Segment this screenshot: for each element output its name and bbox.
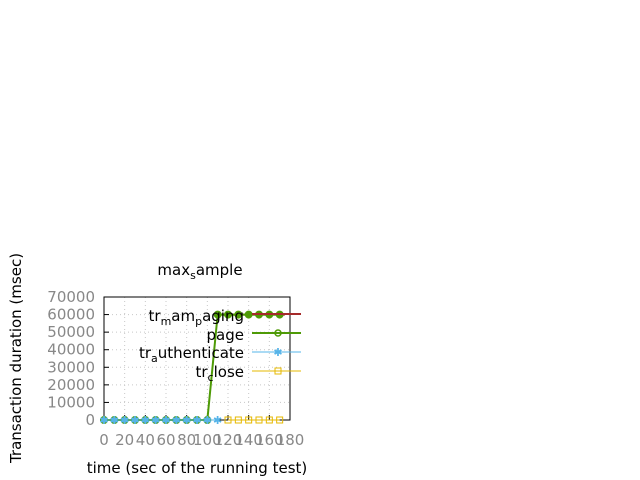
data-point: ✱: [182, 414, 191, 427]
svg-text:Transaction duration (msec): Transaction duration (msec): [7, 253, 25, 464]
legend-label-tr-mam-paging: trmampaging: [149, 307, 245, 328]
data-point: [234, 416, 242, 424]
x-tick-label: 60: [156, 431, 175, 449]
legend-marker-tr-authenticate: ✱: [273, 346, 282, 359]
series-line: [104, 313, 280, 421]
y-tick-label: 10000: [47, 393, 95, 411]
legend-label-tr-close: trclose: [195, 363, 244, 384]
chart-title: maxsample: [157, 261, 242, 282]
x-axis-label: time (sec of the running test): [87, 459, 308, 477]
x-tick-label: 140: [234, 431, 263, 449]
x-tick-label: 20: [115, 431, 134, 449]
y-tick-label: 0: [85, 411, 95, 429]
data-point: ✱: [99, 414, 108, 427]
data-point: [255, 416, 263, 424]
x-tick-label: 120: [214, 431, 243, 449]
data-point: ✱: [172, 414, 181, 427]
data-point: [276, 416, 284, 424]
x-tick-label: 100: [193, 431, 222, 449]
data-point: [213, 310, 222, 319]
y-tick-label: 40000: [47, 341, 95, 359]
y-tick-label: 60000: [47, 306, 95, 324]
series-layer: ✱ ✱ ✱ ✱ ✱ ✱ ✱ ✱ ✱ ✱ ✱ ✱: [99, 310, 285, 427]
y-tick-label: 50000: [47, 323, 95, 341]
x-tick-label: 160: [255, 431, 284, 449]
data-point: [244, 310, 253, 319]
data-point: ✱: [120, 414, 129, 427]
series-tr-authenticate: ✱ ✱ ✱ ✱ ✱ ✱ ✱ ✱ ✱ ✱ ✱ ✱: [99, 414, 222, 427]
y-tick-label: 70000: [47, 288, 95, 306]
data-point: ✱: [110, 414, 119, 427]
y-tick-label: 30000: [47, 358, 95, 376]
y-tick-label: 20000: [47, 376, 95, 394]
data-point: ✱: [192, 414, 201, 427]
data-point: ✱: [141, 414, 150, 427]
x-tick-label: 0: [99, 431, 109, 449]
data-point: ✱: [161, 414, 170, 427]
x-tick-label: 80: [177, 431, 196, 449]
x-tick-label: 40: [136, 431, 155, 449]
legend-label-page: page: [207, 326, 244, 344]
data-point: ✱: [151, 414, 160, 427]
series-page: [100, 310, 284, 424]
y-axis-label: Transaction duration (msec): [7, 253, 25, 464]
data-point: ✱: [203, 414, 212, 427]
legend-label-tr-authenticate: trauthenticate: [139, 344, 244, 365]
data-point: [224, 310, 232, 319]
legend-marker-tr-close: [274, 367, 282, 375]
data-point: ✱: [130, 414, 139, 427]
data-point: [265, 416, 273, 424]
legend-marker-page: [274, 329, 282, 337]
series-tr-close: [224, 416, 284, 424]
x-tick-label: 180: [276, 431, 305, 449]
data-point: [245, 416, 253, 424]
data-point: [224, 416, 232, 424]
data-point: ✱: [213, 414, 222, 427]
data-point: [234, 310, 243, 319]
legend: trmampaging page trauthenticate ✱ trclos…: [139, 307, 301, 384]
